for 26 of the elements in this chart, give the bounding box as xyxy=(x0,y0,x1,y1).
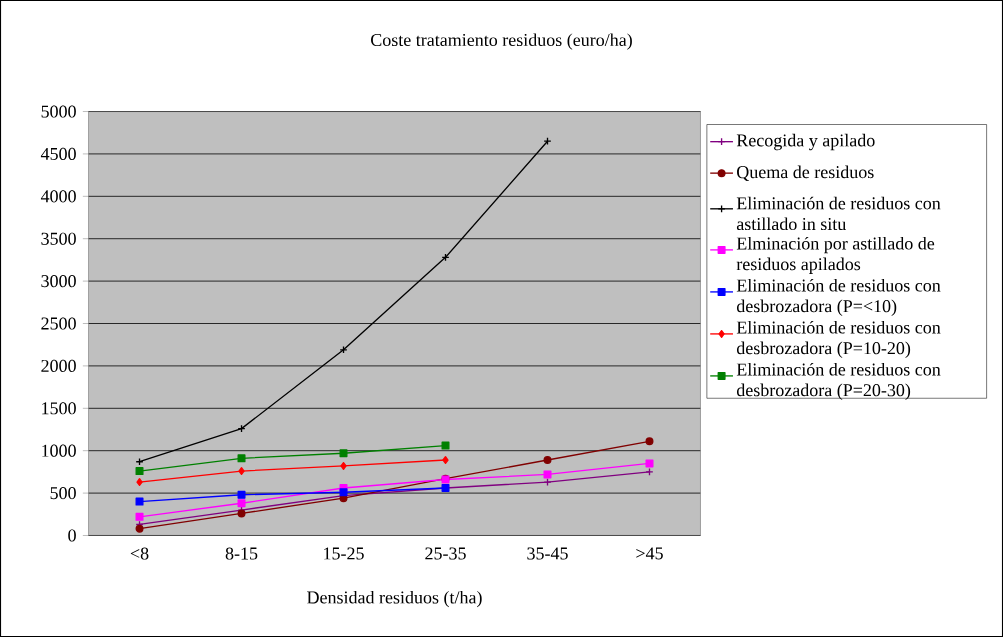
legend-label: Recogida y apilado xyxy=(736,133,875,151)
legend-label: Eliminación de residuos con desbrozadora (P=<10) xyxy=(736,278,941,316)
x-tick-label: <8 xyxy=(130,547,149,560)
y-tick-label: 5000 xyxy=(41,105,76,118)
y-tick-label: 0 xyxy=(68,529,76,542)
x-axis-title: Densidad residuos (t/ha) xyxy=(307,590,482,608)
x-tick-label: 25-35 xyxy=(425,547,466,560)
legend-label: Eliminación de residuos con desbrozadora (P=20-30) xyxy=(736,362,941,400)
y-tick-label: 4000 xyxy=(40,190,76,203)
y-tick-label: 3500 xyxy=(41,232,76,245)
legend-label: Eliminación de residuos con desbrozadora (P=10-20) xyxy=(736,320,941,358)
x-tick-label: 15-25 xyxy=(324,547,364,560)
legend-label: Eliminación de residuos con astillado in situ xyxy=(736,196,941,231)
x-tick-label: >45 xyxy=(636,547,663,560)
chart-title: Coste tratamiento residuos (euro/ha) xyxy=(371,33,632,50)
x-tick-label: 8-15 xyxy=(225,547,258,560)
y-tick-label: 2000 xyxy=(41,359,76,372)
legend-label: Quema de residuos xyxy=(737,165,874,181)
y-tick-label: 4500 xyxy=(40,147,76,160)
y-tick-label: 3000 xyxy=(41,275,76,288)
y-tick-label: 500 xyxy=(50,487,76,500)
legend-label: Elminación por astillado de residuos apilados xyxy=(736,236,935,274)
y-tick-label: 1500 xyxy=(42,402,76,415)
x-tick-label: 35-45 xyxy=(527,547,568,560)
y-tick-label: 1000 xyxy=(42,444,76,457)
y-tick-label: 2500 xyxy=(41,317,76,330)
